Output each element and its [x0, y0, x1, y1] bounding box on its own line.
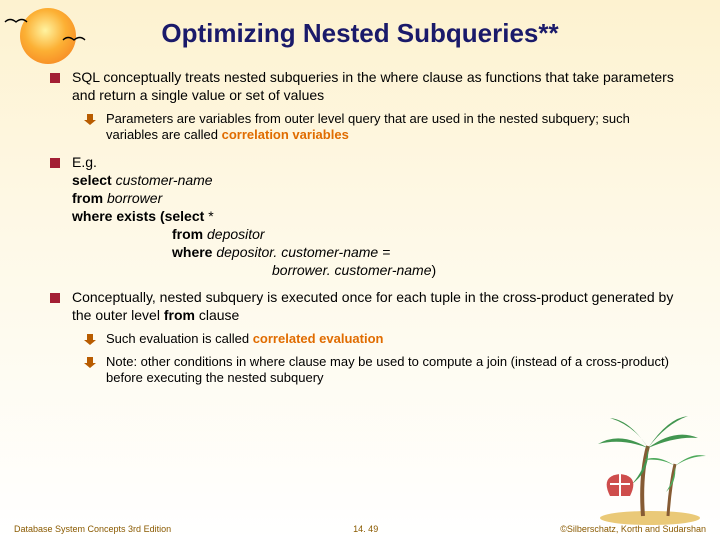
sql-ident: customer-name	[116, 172, 213, 188]
sql-ident: borrower	[107, 190, 162, 206]
arrow-icon	[84, 112, 98, 126]
sql-ident: depositor. customer-name =	[216, 244, 390, 260]
sql-keyword: where	[172, 244, 216, 260]
arrow-icon	[84, 332, 98, 346]
sql-line: borrower. customer-name)	[72, 262, 682, 280]
sql-keyword: from	[72, 190, 107, 206]
sql-line: where depositor. customer-name =	[72, 244, 682, 262]
sql-paren: )	[432, 262, 437, 278]
bullet-item: SQL conceptually treats nested subquerie…	[50, 69, 682, 144]
sub-bullet-item: Such evaluation is called correlated eva…	[86, 331, 682, 348]
slide-title: Optimizing Nested Subqueries**	[0, 0, 720, 59]
arrow-icon	[84, 355, 98, 369]
sql-line: E.g.	[72, 154, 682, 172]
keyword-text: from	[164, 307, 195, 323]
highlight-term: correlation variables	[222, 127, 349, 142]
eg-label: E.g.	[72, 154, 97, 170]
highlight-term: correlated evaluation	[253, 331, 384, 346]
bullet-text: SQL conceptually treats nested subquerie…	[72, 69, 674, 103]
sql-ident: borrower. customer-name	[272, 262, 432, 278]
sql-line: select customer-name	[72, 172, 682, 190]
sql-line: where exists (select *	[72, 208, 682, 226]
sub-bullet-item: Parameters are variables from outer leve…	[86, 111, 682, 144]
sub-bullet-text: Parameters are variables from outer leve…	[106, 111, 630, 143]
sql-star: *	[208, 208, 213, 224]
footer-center: 14. 49	[353, 524, 378, 534]
sql-keyword: where exists (select	[72, 208, 208, 224]
slide-content: SQL conceptually treats nested subquerie…	[0, 69, 720, 387]
sub-bullet-text: Note: other conditions in where clause m…	[106, 354, 669, 386]
sub-bullet-item: Note: other conditions in where clause m…	[86, 354, 682, 387]
sql-line: from borrower	[72, 190, 682, 208]
bullet-item: E.g. select customer-name from borrower …	[50, 154, 682, 279]
footer-left: Database System Concepts 3rd Edition	[14, 524, 171, 534]
sql-keyword: select	[72, 172, 116, 188]
sql-ident: depositor	[207, 226, 265, 242]
sql-line: from depositor	[72, 226, 682, 244]
bullet-text: Conceptually, nested subquery is execute…	[72, 289, 673, 323]
bullet-text: clause	[195, 307, 239, 323]
sql-keyword: from	[172, 226, 207, 242]
palm-decoration	[580, 416, 710, 526]
bullet-item: Conceptually, nested subquery is execute…	[50, 289, 682, 387]
slide-footer: Database System Concepts 3rd Edition 14.…	[0, 524, 720, 534]
sub-bullet-text: Such evaluation is called	[106, 331, 253, 346]
footer-right: ©Silberschatz, Korth and Sudarshan	[560, 524, 706, 534]
sql-example: E.g. select customer-name from borrower …	[72, 154, 682, 279]
